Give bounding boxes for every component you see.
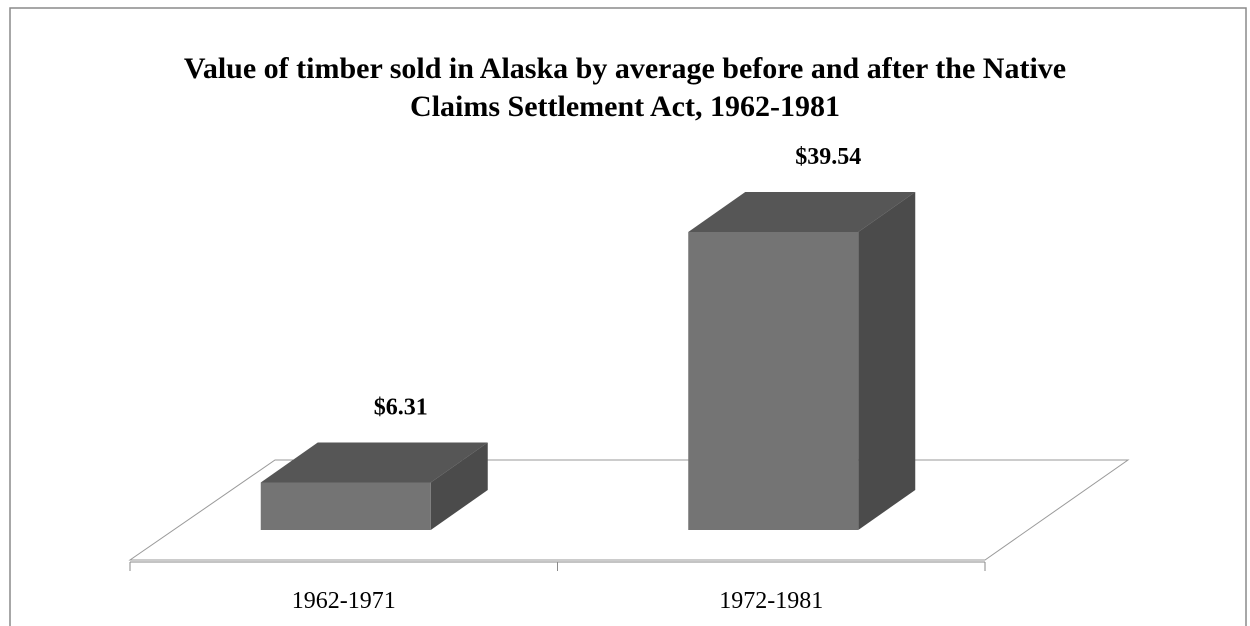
chart-border xyxy=(9,7,1247,626)
bar xyxy=(688,192,916,530)
bar-front xyxy=(260,482,431,530)
x-tick-label: 1972-1981 xyxy=(719,588,823,614)
bar-top xyxy=(688,192,916,232)
bar-top xyxy=(260,442,488,483)
data-label: $39.54 xyxy=(795,144,861,170)
bar xyxy=(260,442,488,530)
chart-title: Value of timber sold in Alaska by averag… xyxy=(183,52,1067,123)
bar-side xyxy=(430,442,488,530)
x-tick-label: 1962-1971 xyxy=(292,588,396,614)
bar-front xyxy=(688,232,859,530)
data-label: $6.31 xyxy=(374,394,428,420)
bar-side xyxy=(858,192,916,530)
